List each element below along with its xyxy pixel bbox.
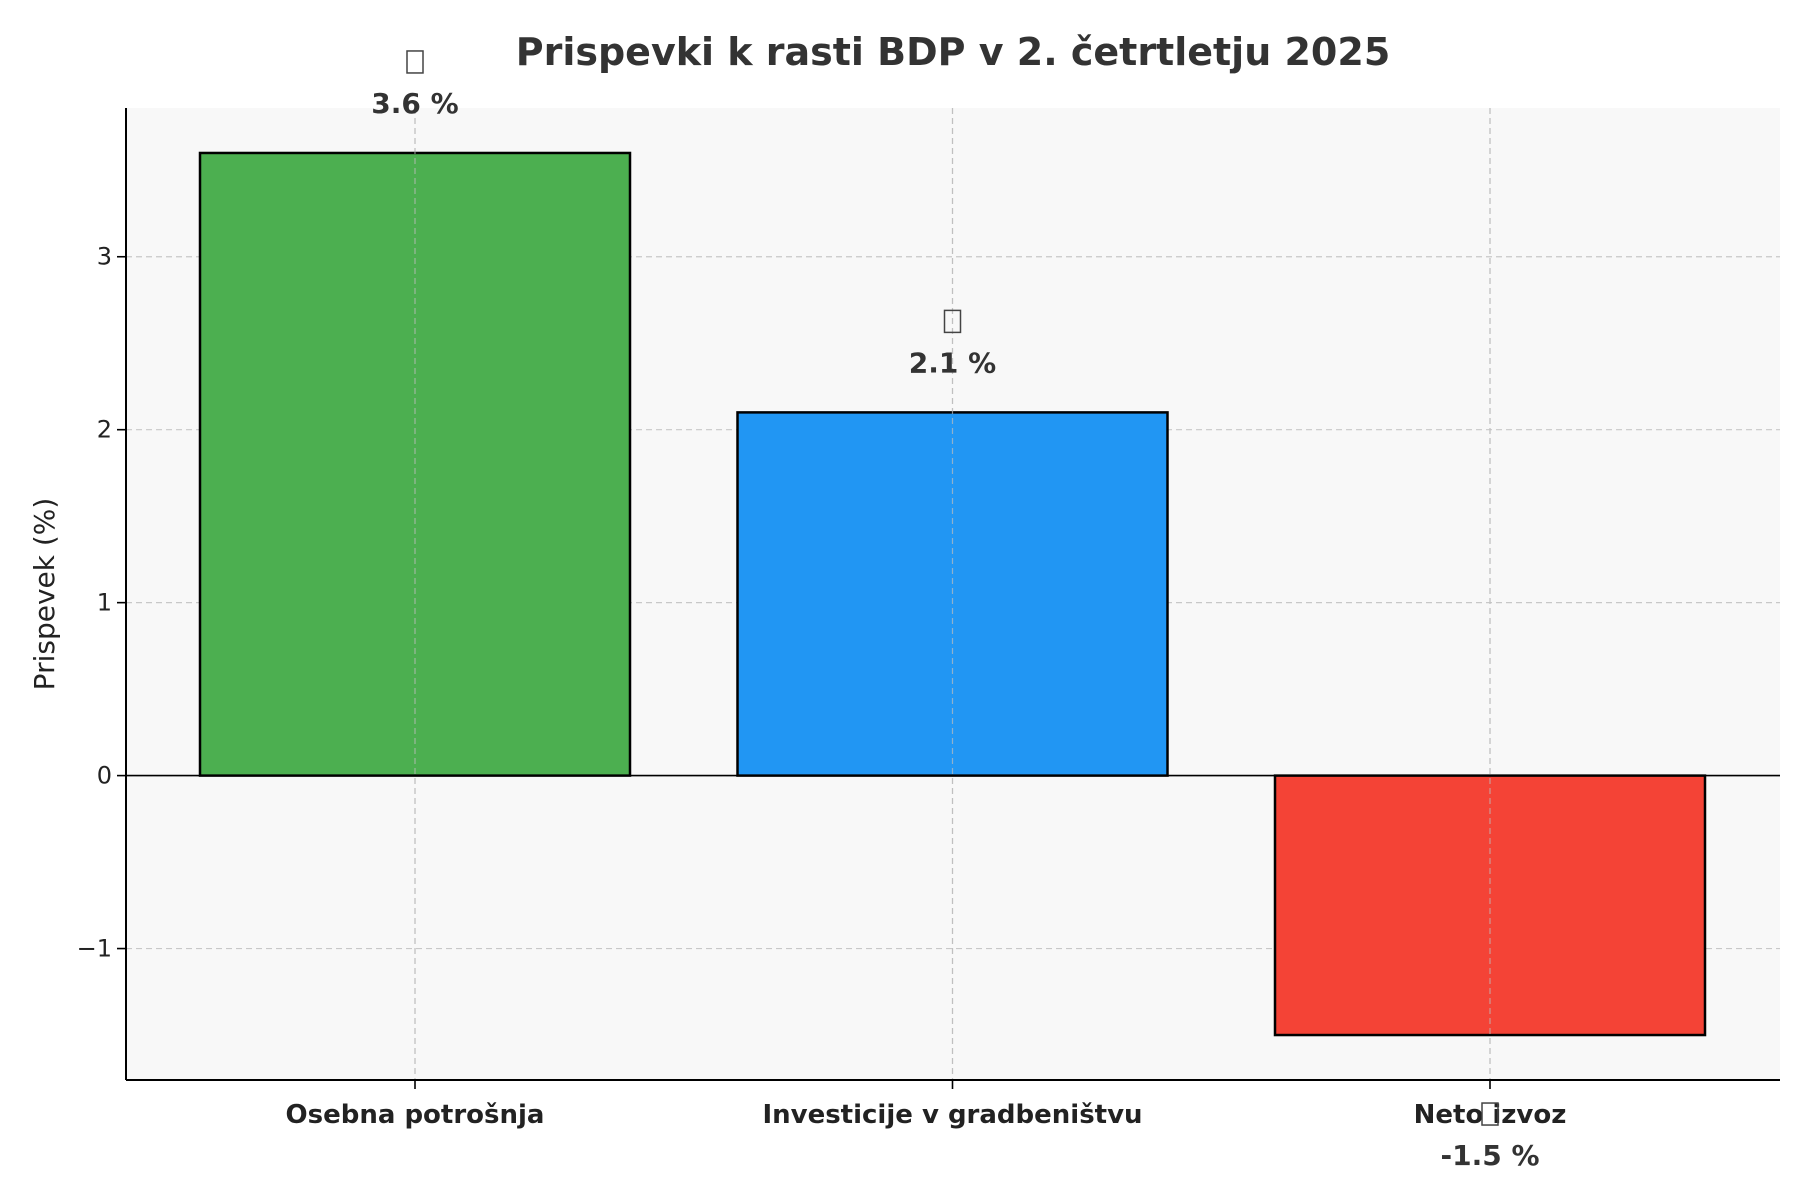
bars (198, 108, 1707, 1080)
x-tick-label: Investicije v gradbeništvu (762, 1100, 1142, 1130)
y-axis-label: Prispevek (%) (28, 498, 61, 691)
missing-glyph-icon (943, 309, 962, 334)
y-tick-label: 3 (97, 243, 112, 271)
y-axis-ticks: −1 0 1 2 3 (77, 243, 126, 963)
y-tick-label: 0 (97, 762, 112, 790)
bar (1273, 774, 1707, 1037)
x-tick-label: Osebna potrošnja (286, 1100, 545, 1130)
y-tick-label: 1 (97, 589, 112, 617)
bar-value-label: 2.1 % (909, 346, 996, 379)
y-tick-label: −1 (77, 935, 112, 963)
bar-value-label: -1.5 % (1440, 1139, 1539, 1172)
y-tick-label: 2 (97, 416, 112, 444)
bar-value-label: 3.6 % (371, 87, 458, 120)
missing-glyph-icon (406, 50, 424, 74)
chart-title: Prispevki k rasti BDP v 2. četrtletju 20… (516, 30, 1391, 74)
value-labels: 3.6 % 2.1 % -1.5 % (371, 50, 1540, 1172)
missing-glyph-icon (1481, 1102, 1499, 1126)
x-axis-ticks: Osebna potrošnja Investicije v gradbeništ… (286, 1080, 1566, 1130)
